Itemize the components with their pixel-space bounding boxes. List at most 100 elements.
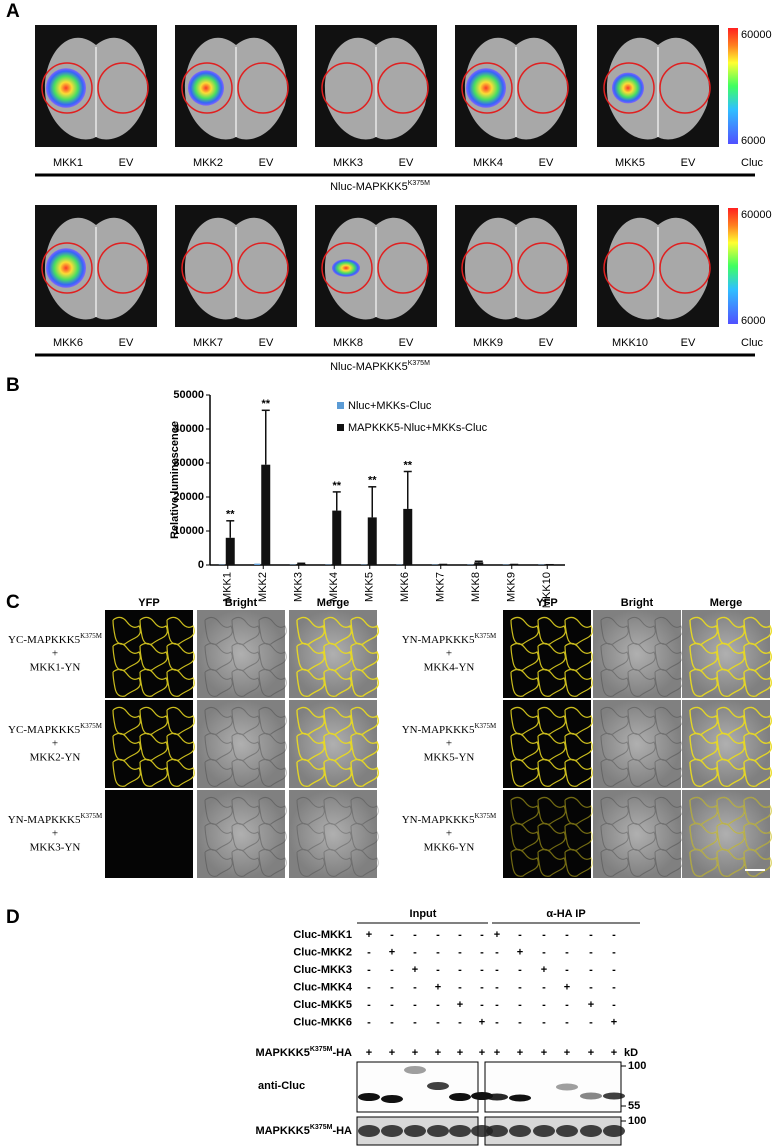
lane-sign: - (413, 929, 417, 941)
lane-sign: - (542, 981, 546, 993)
bright-image (197, 610, 285, 698)
lane-sign: - (390, 929, 394, 941)
leaf-label: EV (119, 157, 134, 169)
merge-image (289, 700, 377, 788)
merge-image (682, 610, 770, 698)
row-label: MAPKKK5K375M-HA (255, 1046, 352, 1059)
lane-sign: + (435, 981, 441, 993)
lane-sign: + (435, 1047, 441, 1059)
infiltration-circle (377, 62, 429, 114)
construct-label: Nluc-MAPKKK5K375M (330, 180, 430, 193)
cell-outline (296, 616, 380, 698)
lane-sign: - (367, 981, 371, 993)
lane-sign: + (564, 981, 570, 993)
infiltration-circle (517, 242, 569, 294)
text-part: YN-MAPKKK5 (8, 814, 81, 826)
cell-outline (600, 796, 683, 877)
band (509, 1125, 531, 1137)
lane-sign: - (518, 964, 522, 976)
lane-sign: - (589, 981, 593, 993)
infiltration-circle (41, 62, 93, 114)
infiltration-circle (97, 62, 149, 114)
band (533, 1125, 555, 1137)
infiltration-circle (603, 242, 655, 294)
lane-sign: - (589, 929, 593, 941)
lane-sign: - (565, 999, 569, 1011)
lane-sign: - (495, 981, 499, 993)
bar (261, 464, 271, 565)
infiltration-circle (237, 62, 289, 114)
lane-sign: + (366, 1047, 372, 1059)
merge-image (682, 700, 770, 788)
band (580, 1092, 602, 1100)
text-part: Nluc-MAPKKK5 (330, 361, 408, 373)
leaf-label: MKK10 (612, 337, 648, 349)
band (556, 1083, 578, 1091)
merge-image (289, 790, 377, 878)
leaf-label: EV (681, 157, 696, 169)
band (427, 1082, 449, 1090)
bright-image (593, 700, 681, 788)
legend-label: MAPKKK5-Nluc+MKKs-Cluc (348, 422, 488, 434)
column-header: YFP (138, 597, 159, 609)
lane-sign: + (366, 929, 372, 941)
infiltration-circle (461, 242, 513, 294)
construct-label: YC-MAPKKK5K375M (8, 722, 103, 736)
lane-sign: + (611, 1016, 617, 1028)
text-part: YC-MAPKKK5 (8, 724, 81, 736)
construct-label: YN-MAPKKK5K375M (402, 632, 497, 646)
lane-sign: - (480, 964, 484, 976)
lane-sign: + (588, 1047, 594, 1059)
column-header: YFP (536, 597, 557, 609)
construct-label: YN-MAPKKK5K375M (402, 722, 497, 736)
column-header: Bright (621, 597, 654, 609)
partner-label: MKK1-YN (30, 662, 81, 674)
leaf-label: EV (259, 337, 274, 349)
signal (46, 248, 86, 288)
y-tick-label: 10000 (173, 525, 204, 537)
text-part: Nluc-MAPKKK5 (330, 181, 408, 193)
significance: ** (368, 475, 377, 487)
lane-sign: - (495, 946, 499, 958)
x-tick-label: MKK5 (364, 572, 376, 602)
construct-label: YN-MAPKKK5K375M (8, 812, 103, 826)
band (449, 1093, 471, 1101)
blot (356, 1061, 479, 1113)
lane-sign: - (436, 999, 440, 1011)
lane-sign: - (480, 929, 484, 941)
lane-sign: - (458, 964, 462, 976)
panel-letter: B (6, 375, 20, 396)
lane-sign: + (564, 1047, 570, 1059)
lane-sign: + (611, 1047, 617, 1059)
panel-letter: D (6, 907, 20, 928)
infiltration-circle (181, 242, 233, 294)
lane-sign: + (479, 1047, 485, 1059)
infiltration-circle (97, 242, 149, 294)
infiltration-circle (237, 242, 289, 294)
superscript: K375M (474, 632, 497, 640)
row-label: Cluc-MKK2 (293, 946, 352, 958)
lane-sign: - (495, 1016, 499, 1028)
band (381, 1125, 403, 1137)
infiltration-circle (461, 62, 513, 114)
text-part: MAPKKK5 (255, 1125, 309, 1137)
row-label: Cluc-MKK5 (293, 999, 352, 1011)
text-part: MAPKKK5 (255, 1047, 309, 1059)
infiltration-circle (659, 62, 711, 114)
partner-label: MKK5-YN (424, 752, 475, 764)
infiltration-circle (41, 242, 93, 294)
superscript: K375M (80, 632, 103, 640)
yfp-image (503, 790, 591, 878)
band (509, 1094, 531, 1102)
lane-sign: - (458, 929, 462, 941)
leaf-label: MKK9 (473, 337, 503, 349)
leaf-label: MKK3 (333, 157, 363, 169)
x-tick-label: MKK9 (506, 572, 518, 602)
significance: ** (226, 509, 235, 521)
colorbar (728, 28, 738, 144)
band (381, 1095, 403, 1103)
plus-sign: + (52, 648, 58, 660)
group-header: α-HA IP (546, 908, 585, 920)
bar (367, 517, 377, 565)
infiltration-circle (517, 62, 569, 114)
